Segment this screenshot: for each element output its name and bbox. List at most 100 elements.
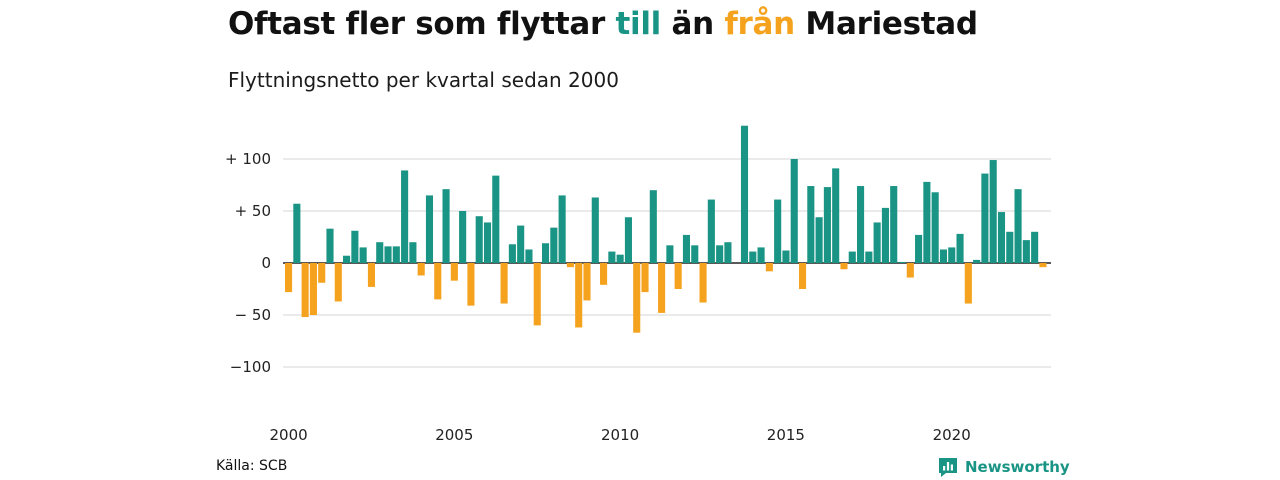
bars bbox=[285, 125, 1047, 333]
bar-2002-k2 bbox=[359, 247, 367, 263]
bar-2011-k3 bbox=[666, 245, 674, 263]
bar-2011-k1 bbox=[649, 190, 657, 263]
bar-2008-k3 bbox=[566, 263, 574, 268]
bar-2015-k3 bbox=[798, 263, 807, 289]
y-tick-label: + 100 bbox=[225, 150, 271, 168]
bar-2016-k2 bbox=[823, 187, 831, 263]
bar-2013-k4 bbox=[740, 125, 749, 263]
bar-2002-k3 bbox=[367, 263, 375, 287]
bar-2022-k4 bbox=[1039, 263, 1047, 268]
bar-2008-k4 bbox=[575, 263, 583, 328]
bar-2017-k2 bbox=[857, 186, 865, 263]
bar-2018-k4 bbox=[906, 263, 914, 278]
x-tick-label: 2010 bbox=[601, 426, 639, 444]
bar-2011-k2 bbox=[658, 263, 666, 313]
title-part-2: än bbox=[660, 6, 725, 42]
bar-2003-k2 bbox=[392, 246, 400, 263]
brand-name: Newsworthy bbox=[965, 458, 1070, 476]
bar-2012-k1 bbox=[682, 234, 691, 263]
bar-2001-k4 bbox=[343, 255, 351, 263]
bar-2019-k3 bbox=[931, 192, 939, 263]
bar-2006-k1 bbox=[483, 222, 492, 263]
title-part-1: Oftast fler som flyttar bbox=[228, 6, 616, 42]
bar-2000-k4 bbox=[309, 263, 317, 315]
y-axis-labels: + 100 + 50 0 − 50 −100 bbox=[225, 150, 271, 376]
bar-2021-k2 bbox=[989, 160, 997, 263]
bar-2019-k4 bbox=[939, 249, 948, 263]
bar-2021-k3 bbox=[997, 212, 1006, 263]
bar-2015-k4 bbox=[807, 186, 815, 263]
bar-2003-k1 bbox=[384, 246, 392, 263]
bar-2006-k3 bbox=[500, 263, 508, 304]
bar-2017-k1 bbox=[848, 251, 856, 263]
bar-2017-k4 bbox=[873, 222, 881, 263]
bar-2020-k2 bbox=[956, 233, 964, 263]
bar-2010-k4 bbox=[641, 263, 649, 293]
chart-subtitle: Flyttningsnetto per kvartal sedan 2000 bbox=[228, 68, 619, 92]
bar-2005-k4 bbox=[475, 216, 483, 263]
bar-2010-k1 bbox=[616, 254, 624, 263]
x-tick-label: 2020 bbox=[933, 426, 971, 444]
brand-logo: Newsworthy bbox=[937, 456, 1070, 478]
y-tick-label: + 50 bbox=[235, 202, 271, 220]
bar-2016-k3 bbox=[832, 168, 840, 263]
bar-2014-k4 bbox=[774, 199, 782, 263]
bar-2000-k1 bbox=[285, 263, 293, 293]
chart-title: Oftast fler som flyttar till än från Mar… bbox=[228, 6, 978, 42]
bar-2021-k4 bbox=[1006, 231, 1014, 263]
bar-2004-k1 bbox=[417, 263, 425, 276]
bar-2009-k1 bbox=[583, 263, 591, 301]
bar-2010-k3 bbox=[633, 263, 641, 333]
bar-2016-k4 bbox=[840, 263, 848, 270]
bar-2004-k3 bbox=[434, 263, 442, 300]
bar-2006-k2 bbox=[492, 175, 500, 263]
bar-2000-k3 bbox=[301, 263, 309, 318]
source-note: Källa: SCB bbox=[216, 458, 288, 474]
bar-2016-k1 bbox=[815, 217, 823, 263]
bar-2005-k1 bbox=[450, 263, 458, 281]
bar-2005-k3 bbox=[467, 263, 475, 306]
bar-2014-k3 bbox=[765, 263, 773, 272]
x-tick-label: 2000 bbox=[270, 426, 308, 444]
bar-2008-k2 bbox=[558, 195, 566, 263]
bar-2010-k2 bbox=[624, 217, 632, 263]
bar-2022-k1 bbox=[1014, 189, 1022, 263]
bar-2009-k3 bbox=[600, 263, 608, 285]
bar-2012-k3 bbox=[699, 263, 707, 303]
bar-2019-k2 bbox=[923, 181, 931, 263]
bar-2007-k2 bbox=[525, 249, 533, 263]
bar-2001-k2 bbox=[326, 228, 334, 263]
bar-2015-k2 bbox=[790, 159, 798, 263]
bar-2005-k2 bbox=[459, 211, 467, 263]
bar-2004-k2 bbox=[425, 195, 434, 263]
gridlines bbox=[283, 158, 1051, 368]
bar-2011-k4 bbox=[674, 263, 682, 289]
bar-2002-k1 bbox=[351, 230, 359, 263]
bar-2007-k4 bbox=[541, 243, 550, 263]
bar-2015-k1 bbox=[782, 250, 790, 263]
newsworthy-logo-icon bbox=[939, 458, 957, 477]
bar-2018-k1 bbox=[881, 207, 889, 263]
bar-2012-k4 bbox=[707, 199, 715, 263]
bar-2013-k1 bbox=[716, 245, 724, 263]
bar-2013-k2 bbox=[724, 242, 732, 263]
bar-2014-k1 bbox=[749, 251, 757, 263]
bar-2001-k3 bbox=[334, 263, 342, 302]
title-word-out: från bbox=[724, 6, 795, 42]
bar-2012-k2 bbox=[691, 245, 699, 263]
bar-2004-k4 bbox=[442, 189, 450, 263]
bar-2018-k3 bbox=[898, 261, 906, 263]
bar-2001-k1 bbox=[318, 263, 326, 283]
x-tick-label: 2005 bbox=[435, 426, 473, 444]
bar-2019-k1 bbox=[915, 234, 923, 263]
bar-2020-k1 bbox=[948, 247, 956, 263]
bar-2009-k2 bbox=[591, 197, 599, 263]
bar-2007-k3 bbox=[533, 263, 541, 326]
x-axis-labels: 2000 2005 2010 2015 2020 bbox=[270, 426, 971, 444]
bar-2022-k2 bbox=[1022, 240, 1030, 263]
y-tick-label: −100 bbox=[230, 358, 271, 376]
bar-2020-k4 bbox=[973, 259, 981, 263]
title-word-in: till bbox=[615, 6, 661, 42]
bar-2007-k1 bbox=[517, 225, 525, 263]
